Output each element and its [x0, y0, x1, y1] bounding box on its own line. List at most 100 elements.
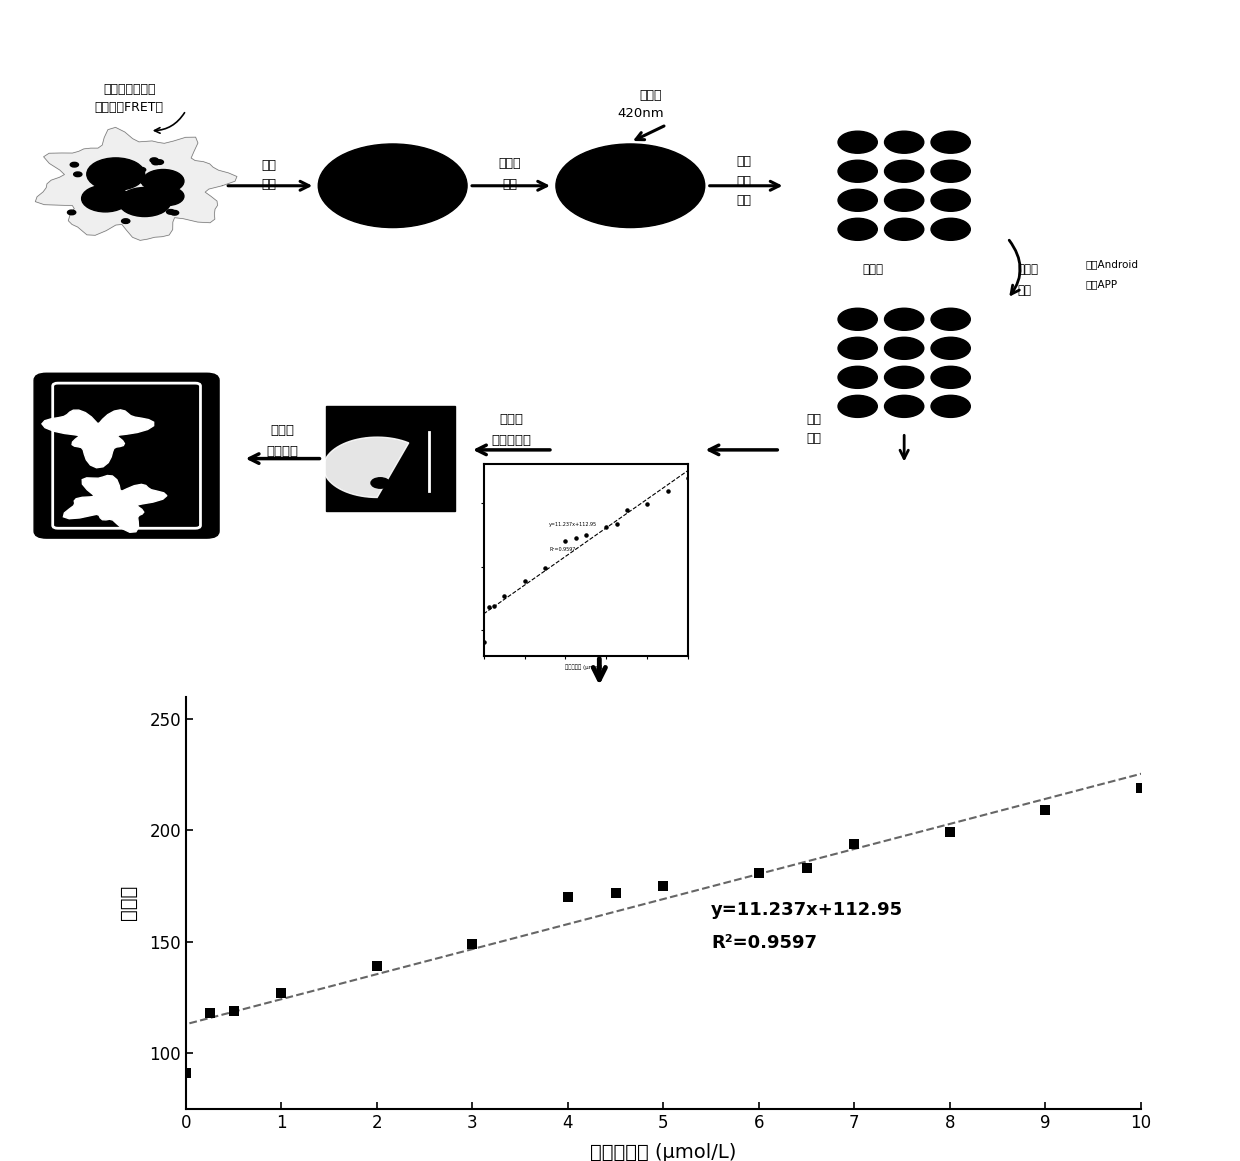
Circle shape [931, 160, 970, 182]
Text: 灰度化: 灰度化 [863, 264, 883, 276]
Circle shape [931, 395, 970, 418]
Text: 样品中: 样品中 [500, 412, 523, 426]
Point [596, 518, 616, 536]
Circle shape [67, 210, 76, 215]
Text: 精氨酸: 精氨酸 [270, 424, 294, 438]
Circle shape [109, 176, 118, 181]
Circle shape [931, 131, 970, 153]
Text: y=11.237x+112.95: y=11.237x+112.95 [549, 521, 598, 527]
Circle shape [82, 186, 129, 211]
Circle shape [151, 160, 160, 165]
Circle shape [884, 367, 924, 388]
Circle shape [838, 218, 878, 240]
Point [577, 525, 596, 543]
Circle shape [931, 337, 970, 360]
Circle shape [151, 179, 160, 183]
Point [463, 935, 482, 953]
Point [479, 598, 498, 616]
Text: 移效应（FRET）: 移效应（FRET） [94, 101, 164, 114]
Polygon shape [35, 128, 237, 240]
Point [367, 957, 387, 975]
Point [1035, 801, 1055, 820]
Circle shape [151, 187, 184, 205]
Circle shape [143, 197, 151, 202]
Circle shape [150, 158, 159, 163]
Circle shape [166, 209, 175, 214]
Point [657, 482, 677, 500]
Text: 拟合: 拟合 [806, 432, 821, 445]
Circle shape [838, 160, 878, 182]
Point [223, 1002, 243, 1021]
Point [474, 633, 494, 651]
Text: 拍照: 拍照 [737, 154, 751, 168]
Text: 样点: 样点 [737, 194, 751, 208]
Circle shape [71, 163, 78, 167]
Circle shape [838, 309, 878, 331]
Text: 精氨酸检测: 精氨酸检测 [491, 433, 532, 447]
Circle shape [143, 170, 184, 193]
Circle shape [884, 218, 924, 240]
Circle shape [884, 131, 924, 153]
FancyBboxPatch shape [52, 383, 201, 528]
Point [618, 502, 637, 520]
Circle shape [105, 175, 114, 180]
Circle shape [99, 203, 108, 208]
Y-axis label: 灰度值: 灰度值 [119, 885, 139, 921]
Circle shape [838, 131, 878, 153]
Circle shape [139, 201, 146, 205]
Text: R²=0.9597: R²=0.9597 [712, 935, 817, 952]
Point [556, 532, 575, 550]
Point [565, 529, 585, 548]
Text: 提取灰: 提取灰 [1018, 264, 1039, 276]
Circle shape [838, 189, 878, 211]
Circle shape [371, 478, 389, 488]
Text: 激发光: 激发光 [640, 89, 662, 102]
Point [796, 859, 816, 878]
Polygon shape [63, 476, 167, 532]
Point [176, 1063, 196, 1082]
Circle shape [931, 189, 970, 211]
Point [515, 571, 534, 590]
Circle shape [884, 160, 924, 182]
Circle shape [87, 158, 145, 190]
Circle shape [884, 309, 924, 331]
X-axis label: 精氨酸含量 (μmol/L): 精氨酸含量 (μmol/L) [590, 1142, 737, 1161]
Polygon shape [42, 410, 154, 468]
Text: 荧光共振能量转: 荧光共振能量转 [103, 84, 155, 96]
Circle shape [884, 189, 924, 211]
Text: 含量显示: 含量显示 [267, 445, 298, 459]
Point [494, 586, 515, 605]
Circle shape [138, 167, 145, 172]
Circle shape [931, 367, 970, 388]
Circle shape [556, 144, 704, 228]
Point [606, 515, 626, 534]
Point [678, 469, 698, 488]
Circle shape [319, 144, 467, 228]
Circle shape [838, 395, 878, 418]
Point [536, 558, 556, 577]
Point [606, 884, 626, 902]
Circle shape [931, 218, 970, 240]
Text: 分割: 分割 [737, 174, 751, 188]
Point [749, 864, 769, 882]
Text: 浸润: 浸润 [262, 159, 277, 172]
Point [637, 495, 657, 513]
Circle shape [141, 180, 149, 185]
Circle shape [838, 337, 878, 360]
Point [844, 835, 864, 853]
Circle shape [884, 395, 924, 418]
Point [940, 823, 960, 842]
Point [558, 888, 578, 907]
Circle shape [155, 160, 164, 165]
Circle shape [73, 172, 82, 176]
Circle shape [884, 337, 924, 360]
Text: 风干: 风干 [262, 178, 277, 192]
Circle shape [154, 175, 162, 180]
Text: 点样: 点样 [502, 178, 517, 190]
Text: y=11.237x+112.95: y=11.237x+112.95 [712, 901, 903, 918]
Text: 数据: 数据 [806, 412, 821, 426]
Circle shape [119, 187, 171, 216]
Circle shape [122, 218, 130, 223]
Text: 度值: 度值 [1018, 283, 1032, 297]
Point [1131, 779, 1151, 798]
